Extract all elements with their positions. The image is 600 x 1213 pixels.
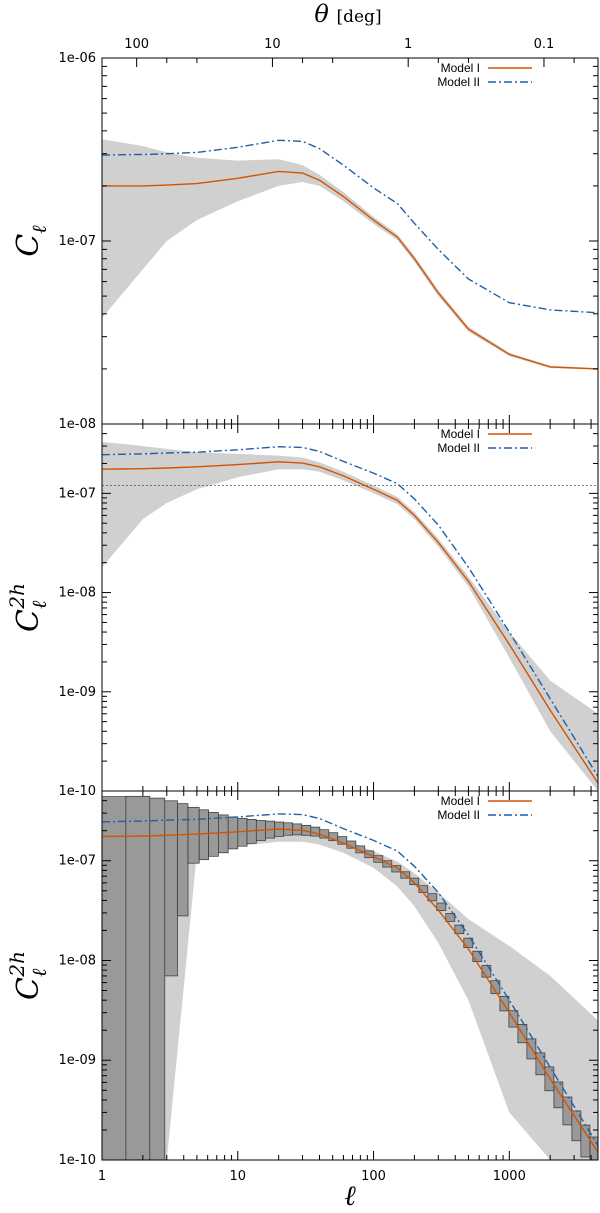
theta-axis: 100 10 1 0.1 (124, 37, 575, 67)
plot-frame (101, 57, 599, 425)
bin-box (490, 980, 501, 995)
uncertainty-band (102, 441, 598, 791)
bin-box (472, 950, 483, 962)
series-line-model-i (101, 461, 599, 784)
ylabel-cl: Cℓ (11, 225, 51, 257)
bin-box (409, 877, 420, 886)
theta-tick-label: 10 (264, 37, 281, 52)
ell-axis: 1 10 100 1000 (98, 1169, 526, 1184)
y-tick-label: 1e-08 (58, 417, 96, 432)
bin-box (177, 803, 189, 917)
bin-box (436, 902, 447, 911)
theta-tick-label: 1 (404, 37, 412, 52)
bin-box (149, 797, 166, 1161)
series-line-model-i (102, 170, 599, 370)
bin-box (382, 860, 393, 868)
ylabel-cl-2h-bottom: Cℓ2h (5, 951, 51, 1000)
bin-box (198, 809, 209, 861)
y-tick-label: 1e-09 (58, 1053, 96, 1068)
y-tick-label: 1e-06 (58, 51, 96, 66)
bin-box (164, 800, 178, 977)
bin-box (310, 826, 321, 837)
y-tick-label: 1e-10 (58, 1153, 96, 1168)
y-tick-label: 1e-09 (58, 685, 96, 700)
y-tick-label: 1e-10 (58, 784, 96, 799)
x-tick-label: 10 (229, 1169, 246, 1184)
ylabel-text: Cℓ2h (5, 583, 51, 632)
y-tick-label: 1e-08 (58, 586, 96, 601)
y-tick-label: 1e-07 (58, 854, 96, 869)
uncertainty-band (102, 139, 598, 370)
series-line-model-ii (101, 139, 599, 314)
legend-label: Model II (437, 441, 480, 455)
legend-label: Model I (441, 794, 480, 808)
series-line-model-i (101, 828, 599, 1153)
bin-box (553, 1081, 564, 1109)
legend-label: Model II (437, 75, 480, 89)
x-tick-label: 100 (361, 1169, 386, 1184)
bin-box (499, 995, 510, 1012)
y-tick-label: 1e-08 (58, 953, 96, 968)
legend-label: Model I (441, 427, 480, 441)
y-tick-label: 1e-07 (58, 234, 96, 249)
bin-box (218, 814, 229, 854)
ylabel-cl-2h-middle: Cℓ2h (5, 583, 51, 632)
bin-box (187, 806, 200, 864)
bin-box (125, 795, 151, 1161)
bin-box (101, 796, 127, 1161)
ylabel-text: Cℓ2h (5, 951, 51, 1000)
series-line-model-ii (101, 813, 599, 1146)
theta-axis-title: θ [deg] (314, 0, 381, 28)
legend-label: Model II (437, 808, 480, 822)
theta-tick-label: 100 (124, 37, 149, 52)
bin-box (445, 913, 456, 922)
ell-axis-title: ℓ (344, 1179, 356, 1212)
x-tick-label: 1 (98, 1169, 106, 1184)
theta-tick-label: 0.1 (534, 37, 555, 52)
bin-box (391, 865, 402, 873)
series-line-model-ii (101, 445, 599, 777)
x-tick-label: 1000 (493, 1169, 526, 1184)
ylabel-text: Cℓ (11, 225, 51, 257)
legend-label: Model I (441, 61, 480, 75)
y-tick-label: 1e-07 (58, 486, 96, 501)
